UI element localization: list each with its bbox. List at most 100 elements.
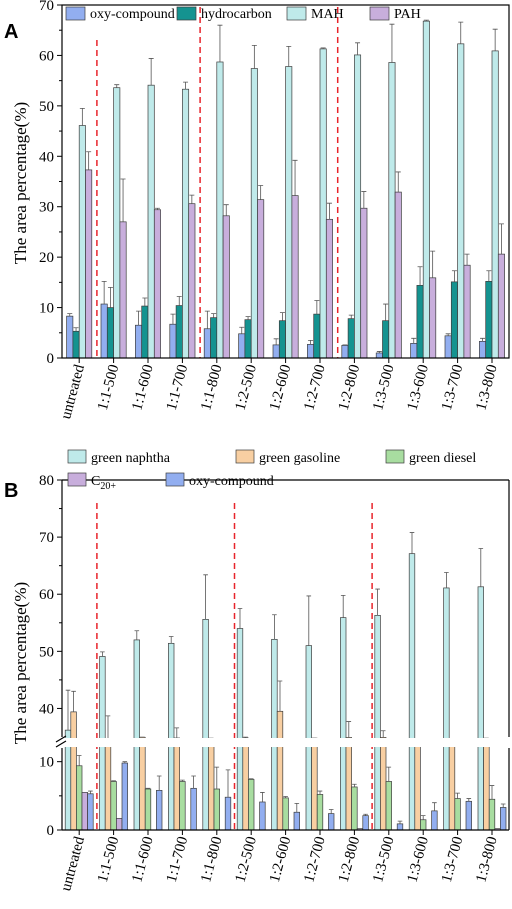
panel-b-bar-4-7 xyxy=(328,813,335,831)
panel-b-error-bar-2-11 xyxy=(455,792,460,799)
panel-b-bar-4-4 xyxy=(224,796,232,831)
panel-a-error-bar-2-2 xyxy=(148,58,154,86)
panel-a-error-bar-1-2 xyxy=(142,297,148,307)
panel-b-error-bar-4-2 xyxy=(156,775,162,791)
panel-b-y-axis-title: The area percentage(%) xyxy=(11,582,30,744)
panel-b-y-tick-label-4: 60 xyxy=(39,587,54,603)
panel-a-bar-0-3 xyxy=(169,323,177,359)
panel-a-legend-label-1: hydrocarbon xyxy=(201,7,272,22)
panel-b-error-bar-4-7 xyxy=(328,809,334,814)
panel-a-error-bar-0-9 xyxy=(376,351,382,353)
panel-b-bar-1-9 xyxy=(380,737,387,831)
panel-b-error-bar-2-1 xyxy=(111,780,116,782)
panel-a-bar-1-7 xyxy=(313,313,321,359)
panel-a-bar-2-10 xyxy=(422,20,430,359)
panel-b-error-bar-0-5 xyxy=(237,608,243,629)
panel-b-bar-1-0 xyxy=(70,711,77,831)
panel-a-error-bar-3-1 xyxy=(120,178,126,222)
panel-b-error-bar-4-10 xyxy=(432,802,437,811)
panel-b-error-bar-4-1 xyxy=(122,761,128,764)
panel-a-bar-2-9 xyxy=(388,62,396,359)
panel-a-bar-3-9 xyxy=(394,191,402,359)
panel-b-bar-4-5 xyxy=(259,801,266,831)
panel-a-bar-0-9 xyxy=(375,352,383,359)
panel-b-bar-2-4 xyxy=(213,788,220,831)
panel-b-legend-label-4: oxy-compound xyxy=(189,474,274,489)
panel-b-legend-swatch-2 xyxy=(385,449,405,464)
panel-a-error-bar-0-12 xyxy=(480,337,486,342)
panel-a-bar-3-5 xyxy=(257,199,265,359)
panel-b-x-tick-label-4: 1:1-800 xyxy=(198,835,226,884)
panel-a-error-bar-3-4 xyxy=(223,204,229,216)
panel-a-x-tick-label-12: 1:3-800 xyxy=(473,363,501,412)
panel-b-error-bar-1-3 xyxy=(174,727,180,739)
panel-b-error-bar-1-1 xyxy=(105,715,111,740)
panel-a-error-bar-0-3 xyxy=(170,313,176,325)
panel-a-error-bar-2-11 xyxy=(458,21,464,44)
panel-a-legend-swatch-3 xyxy=(369,6,390,21)
panel-a-error-bar-2-1 xyxy=(114,84,120,88)
panel-a-error-bar-1-4 xyxy=(211,313,217,318)
panel-a-error-bar-3-7 xyxy=(326,202,332,220)
panel-a-error-bar-0-1 xyxy=(101,280,107,305)
panel-a-error-bar-0-7 xyxy=(308,339,314,345)
panel-b-error-bar-1-6 xyxy=(277,680,283,712)
panel-a-error-bar-1-3 xyxy=(176,296,182,306)
panel-b-y-tick-label-6: 80 xyxy=(39,473,54,489)
panel-a-x-tick-label-8: 1:2-800 xyxy=(336,363,364,412)
panel-a-error-bar-0-11 xyxy=(445,333,451,336)
panel-a-x-tick-label-9: 1:3-500 xyxy=(370,363,398,412)
panel-b-error-bar-1-8 xyxy=(346,721,352,738)
panel-b-bar-0-5 xyxy=(236,628,244,831)
panel-a-y-tick-label-4: 40 xyxy=(39,149,54,165)
panel-a-bar-1-4 xyxy=(210,317,218,359)
panel-a-bar-0-4 xyxy=(203,328,211,359)
panel-b-error-bar-4-11 xyxy=(466,798,472,802)
panel-a-bar-1-5 xyxy=(244,319,252,359)
panel-a-bar-2-11 xyxy=(457,43,465,359)
panel-b-x-tick-label-5: 1:2-500 xyxy=(233,835,261,884)
panel-b-error-bar-0-3 xyxy=(168,636,174,644)
panel-b-x-tick-label-6: 1:2-600 xyxy=(267,835,295,884)
panel-a-bar-0-5 xyxy=(238,333,246,359)
panel-a-bar-0-2 xyxy=(135,324,143,359)
panel-a-error-bar-3-12 xyxy=(498,223,504,255)
panel-b-legend-swatch-0 xyxy=(67,449,87,464)
panel-b-error-bar-4-9 xyxy=(397,820,403,824)
panel-b-x-tick-label-3: 1:1-700 xyxy=(164,835,192,884)
panel-a-error-bar-0-2 xyxy=(136,310,142,326)
panel-b-legend-label-1: green gasoline xyxy=(259,451,340,466)
panel-b-bar-1-8 xyxy=(345,737,352,831)
panel-a-bar-3-4 xyxy=(222,215,230,359)
panel-b-legend-label-3: C20+ xyxy=(91,474,116,492)
panel-a-error-bar-1-7 xyxy=(314,300,320,315)
panel-b-legend-swatch-1 xyxy=(235,449,255,464)
panel-a-legend-label-3: PAH xyxy=(394,7,421,22)
panel-a-error-bar-3-2 xyxy=(154,207,160,210)
panel-b-error-bar-2-0 xyxy=(76,755,82,766)
panel-b-bar-3-1 xyxy=(116,818,123,831)
panel-b-x-tick-label-9: 1:3-500 xyxy=(370,835,398,884)
panel-b-bar-2-6 xyxy=(282,797,289,831)
panel-b-error-bar-2-4 xyxy=(214,766,220,789)
panel-b-error-bar-0-4 xyxy=(203,574,208,620)
panel-b-error-bar-2-9 xyxy=(386,766,392,782)
panel-b-error-bar-4-5 xyxy=(260,792,265,802)
panel-b-bar-2-1 xyxy=(110,781,117,831)
panel-a-bar-2-4 xyxy=(216,61,224,359)
panel-a-bar-3-12 xyxy=(497,253,505,359)
panel-a-error-bar-2-6 xyxy=(286,45,292,67)
panel-a-error-bar-0-10 xyxy=(411,337,417,344)
panel-a-error-bar-1-12 xyxy=(486,270,492,282)
panel-a-bar-1-11 xyxy=(450,281,458,359)
panel-b-axis-break-mark xyxy=(55,735,67,748)
panel-b-bar-0-9 xyxy=(374,615,381,831)
panel-b-bar-0-11 xyxy=(443,587,450,831)
panel-a-bar-0-0 xyxy=(66,315,74,359)
panel-a-bar-3-8 xyxy=(360,207,368,359)
panel-a-bar-0-10 xyxy=(410,343,418,359)
panel-b-bar-3-0 xyxy=(81,792,88,831)
panel-a-bar-3-2 xyxy=(153,209,161,359)
panel-b-legend-swatch-3 xyxy=(67,472,87,487)
